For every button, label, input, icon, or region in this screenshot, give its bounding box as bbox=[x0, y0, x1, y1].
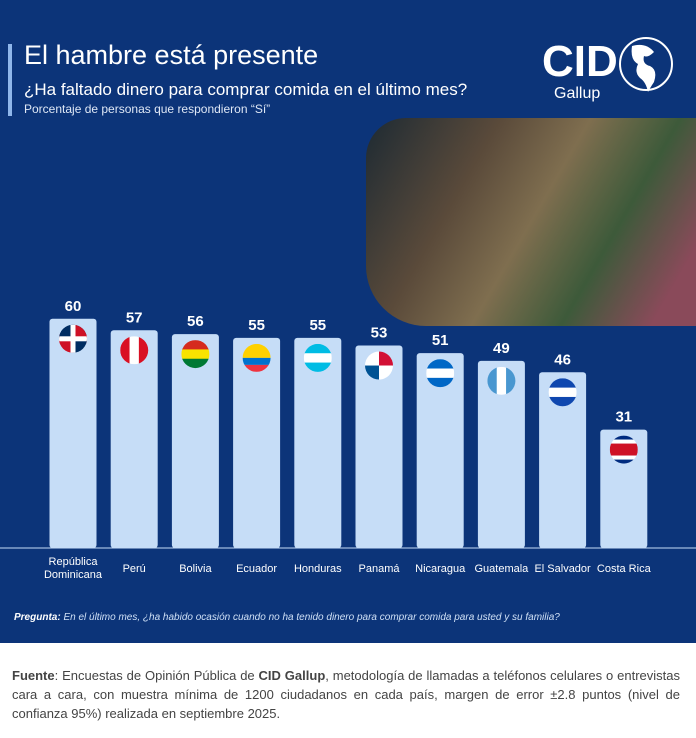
source-part: , metodología de llamadas a teléfonos ce… bbox=[12, 668, 680, 721]
bar bbox=[110, 330, 158, 548]
bar-chart: 60 República Dominicana 57 Perú 56 Bolivia 55 Ec… bbox=[0, 298, 696, 581]
chart-note: Porcentaje de personas que respondieron … bbox=[24, 102, 271, 116]
ecuador-flag-icon bbox=[242, 343, 271, 372]
category-label: Guatemala bbox=[474, 563, 529, 575]
subtitle: ¿Ha faltado dinero para comprar comida e… bbox=[24, 80, 468, 99]
bar bbox=[171, 334, 219, 548]
cid-gallup-logo: CID Gallup bbox=[542, 37, 673, 102]
data-label: 56 bbox=[187, 313, 204, 330]
category-label: Perú bbox=[123, 563, 146, 575]
source-label: Fuente bbox=[12, 668, 55, 683]
bolivia-flag-icon bbox=[181, 340, 210, 369]
bar bbox=[477, 360, 525, 548]
globe-icon bbox=[619, 37, 673, 91]
logo-sub: Gallup bbox=[554, 85, 600, 102]
question-body: En el último mes, ¿ha habido ocasión cua… bbox=[60, 612, 560, 623]
costa-rica-flag-icon bbox=[609, 435, 638, 464]
source-brand: CID Gallup bbox=[258, 668, 326, 683]
el-salvador-flag-icon bbox=[548, 378, 577, 407]
category-label: Nicaragua bbox=[415, 563, 466, 575]
question-label: Pregunta: bbox=[14, 612, 61, 623]
page-title: El hambre está presente bbox=[24, 40, 319, 70]
bar bbox=[233, 337, 281, 548]
title-accent-bar bbox=[8, 44, 12, 116]
category-label: República Dominicana bbox=[44, 556, 103, 581]
bar bbox=[539, 372, 587, 548]
category-label: Bolivia bbox=[179, 563, 212, 575]
data-label: 55 bbox=[248, 317, 265, 334]
data-label: 60 bbox=[65, 298, 82, 315]
data-label: 51 bbox=[432, 332, 449, 349]
data-label: 55 bbox=[309, 317, 326, 334]
panama-flag-icon bbox=[365, 351, 393, 380]
logo-text: CID bbox=[542, 37, 618, 86]
bar bbox=[355, 345, 403, 548]
data-label: 46 bbox=[554, 351, 571, 368]
bar bbox=[294, 337, 342, 548]
dominican-republic-flag-icon bbox=[59, 324, 87, 353]
category-label: Costa Rica bbox=[597, 563, 652, 575]
bar bbox=[416, 353, 464, 548]
category-label: Panamá bbox=[359, 563, 401, 575]
nicaragua-flag-icon bbox=[426, 359, 455, 388]
category-label: Honduras bbox=[294, 563, 342, 575]
bar bbox=[600, 429, 648, 548]
americas-shape bbox=[631, 44, 656, 92]
source-part: : Encuestas de Opinión Pública de bbox=[54, 668, 259, 683]
data-label: 31 bbox=[615, 409, 632, 426]
data-label: 57 bbox=[126, 309, 143, 326]
bar bbox=[49, 318, 97, 548]
honduras-flag-icon bbox=[303, 343, 332, 372]
data-label: 49 bbox=[493, 340, 510, 357]
category-label: Ecuador bbox=[236, 563, 277, 575]
category-label: El Salvador bbox=[534, 563, 591, 575]
market-photo bbox=[366, 118, 696, 326]
data-label: 53 bbox=[371, 325, 388, 342]
question-text: Pregunta: En el último mes, ¿ha habido o… bbox=[14, 612, 560, 623]
source-text: Fuente: Encuestas de Opinión Pública de … bbox=[12, 666, 680, 723]
guatemala-flag-icon bbox=[487, 366, 516, 395]
peru-flag-icon bbox=[120, 336, 149, 365]
